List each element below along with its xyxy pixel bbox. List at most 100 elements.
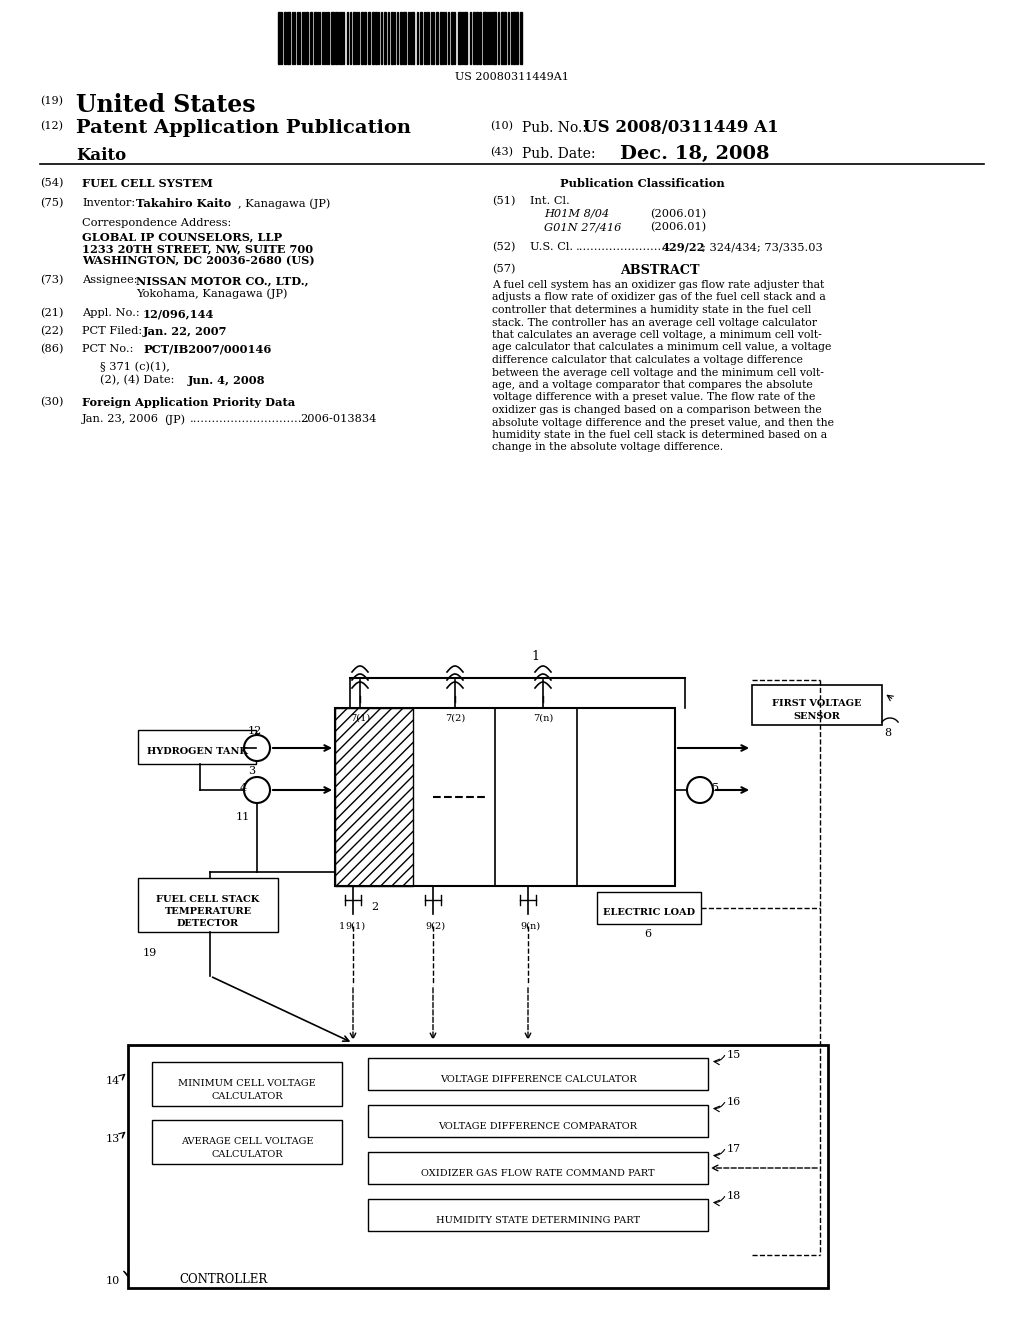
Text: CALCULATOR: CALCULATOR xyxy=(211,1092,283,1101)
Text: G01N 27/416: G01N 27/416 xyxy=(544,222,622,232)
Text: ................................: ................................ xyxy=(190,414,310,424)
Text: § 371 (c)(1),: § 371 (c)(1), xyxy=(100,362,170,372)
Text: , Kanagawa (JP): , Kanagawa (JP) xyxy=(238,198,331,209)
Text: DETECTOR: DETECTOR xyxy=(177,919,239,928)
Text: .........................: ......................... xyxy=(575,242,670,252)
Text: 13: 13 xyxy=(105,1134,120,1144)
Text: (51): (51) xyxy=(492,195,515,206)
Bar xyxy=(384,12,386,63)
Text: VOLTAGE DIFFERENCE COMPARATOR: VOLTAGE DIFFERENCE COMPARATOR xyxy=(438,1122,638,1131)
Text: Pub. No.:: Pub. No.: xyxy=(522,121,587,135)
Text: (21): (21) xyxy=(40,308,63,318)
Bar xyxy=(375,12,377,63)
Bar xyxy=(368,1105,708,1137)
Text: Correspondence Address:: Correspondence Address: xyxy=(82,218,231,228)
Text: GLOBAL IP COUNSELORS, LLP: GLOBAL IP COUNSELORS, LLP xyxy=(82,231,283,242)
Text: Foreign Application Priority Data: Foreign Application Priority Data xyxy=(82,397,295,408)
Text: CALCULATOR: CALCULATOR xyxy=(211,1150,283,1159)
Text: H01M 8/04: H01M 8/04 xyxy=(544,209,609,219)
Text: 4: 4 xyxy=(240,783,247,793)
Text: (JP): (JP) xyxy=(164,414,185,425)
Text: Jun. 4, 2008: Jun. 4, 2008 xyxy=(188,375,265,385)
Text: (43): (43) xyxy=(490,147,513,157)
Bar xyxy=(287,12,290,63)
Text: controller that determines a humidity state in the fuel cell: controller that determines a humidity st… xyxy=(492,305,811,315)
Bar xyxy=(364,12,366,63)
Text: HYDROGEN TANK: HYDROGEN TANK xyxy=(146,747,248,756)
Text: Int. Cl.: Int. Cl. xyxy=(530,195,569,206)
Bar xyxy=(335,708,675,886)
Text: FUEL CELL SYSTEM: FUEL CELL SYSTEM xyxy=(82,178,213,189)
Bar xyxy=(152,1063,342,1106)
Bar xyxy=(138,878,278,932)
Bar xyxy=(128,1045,828,1288)
Text: 18: 18 xyxy=(727,1191,741,1201)
Text: HUMIDITY STATE DETERMINING PART: HUMIDITY STATE DETERMINING PART xyxy=(436,1216,640,1225)
Text: 5: 5 xyxy=(712,783,719,793)
Bar xyxy=(516,12,518,63)
Text: 19: 19 xyxy=(143,948,158,958)
Text: change in the absolute voltage difference.: change in the absolute voltage differenc… xyxy=(492,442,723,453)
Text: (30): (30) xyxy=(40,397,63,408)
Text: (73): (73) xyxy=(40,275,63,285)
Bar xyxy=(400,12,402,63)
Text: 7(2): 7(2) xyxy=(444,714,465,723)
Bar xyxy=(473,12,475,63)
Text: that calculates an average cell voltage, a minimum cell volt-: that calculates an average cell voltage,… xyxy=(492,330,821,341)
Text: 10: 10 xyxy=(105,1276,120,1286)
Text: SENSOR: SENSOR xyxy=(794,711,841,721)
Text: (2006.01): (2006.01) xyxy=(650,209,707,219)
Text: 9(n): 9(n) xyxy=(520,921,540,931)
Text: 16: 16 xyxy=(727,1097,741,1107)
Text: MINIMUM CELL VOLTAGE: MINIMUM CELL VOLTAGE xyxy=(178,1078,315,1088)
Text: 2: 2 xyxy=(371,902,378,912)
Bar xyxy=(310,12,312,63)
Text: 429/22: 429/22 xyxy=(662,242,706,253)
Bar xyxy=(152,1119,342,1164)
Bar xyxy=(440,12,442,63)
Text: 3: 3 xyxy=(248,766,255,776)
Bar xyxy=(483,12,486,63)
Text: Appl. No.:: Appl. No.: xyxy=(82,308,139,318)
Bar xyxy=(372,12,374,63)
Text: absolute voltage difference and the preset value, and then the: absolute voltage difference and the pres… xyxy=(492,417,834,428)
Text: Patent Application Publication: Patent Application Publication xyxy=(76,119,411,137)
Text: US 2008/0311449 A1: US 2008/0311449 A1 xyxy=(583,119,778,136)
Text: 14: 14 xyxy=(105,1076,120,1086)
Text: 12/096,144: 12/096,144 xyxy=(143,308,214,319)
Bar xyxy=(278,12,280,63)
Text: Kaito: Kaito xyxy=(76,147,126,164)
Bar xyxy=(368,1059,708,1090)
Text: voltage difference with a preset value. The flow rate of the: voltage difference with a preset value. … xyxy=(492,392,815,403)
Bar xyxy=(403,12,406,63)
Text: 8: 8 xyxy=(884,729,891,738)
Text: between the average cell voltage and the minimum cell volt-: between the average cell voltage and the… xyxy=(492,367,824,378)
Text: 1: 1 xyxy=(531,649,539,663)
Bar xyxy=(479,12,481,63)
Text: (2006.01): (2006.01) xyxy=(650,222,707,232)
Text: A fuel cell system has an oxidizer gas flow rate adjuster that: A fuel cell system has an oxidizer gas f… xyxy=(492,280,824,290)
Text: (12): (12) xyxy=(40,121,63,131)
Bar xyxy=(335,12,337,63)
Text: VOLTAGE DIFFERENCE CALCULATOR: VOLTAGE DIFFERENCE CALCULATOR xyxy=(439,1074,636,1084)
Text: U.S. Cl.: U.S. Cl. xyxy=(530,242,573,252)
Text: 7(1): 7(1) xyxy=(350,714,370,723)
Text: Pub. Date:: Pub. Date: xyxy=(522,147,596,161)
Bar xyxy=(353,12,355,63)
Bar xyxy=(391,12,393,63)
Text: Takahiro Kaito: Takahiro Kaito xyxy=(136,198,231,209)
Text: CONTROLLER: CONTROLLER xyxy=(179,1272,267,1286)
Text: PCT/IB2007/000146: PCT/IB2007/000146 xyxy=(143,345,271,355)
Text: FIRST VOLTAGE: FIRST VOLTAGE xyxy=(772,700,862,708)
Bar xyxy=(476,12,478,63)
Text: 1: 1 xyxy=(339,921,345,931)
Text: 1233 20TH STREET, NW, SUITE 700: 1233 20TH STREET, NW, SUITE 700 xyxy=(82,243,313,253)
Text: adjusts a flow rate of oxidizer gas of the fuel cell stack and a: adjusts a flow rate of oxidizer gas of t… xyxy=(492,293,825,302)
Text: difference calculator that calculates a voltage difference: difference calculator that calculates a … xyxy=(492,355,803,366)
Bar xyxy=(458,12,461,63)
Bar xyxy=(464,12,467,63)
Bar xyxy=(331,12,334,63)
Text: 11: 11 xyxy=(236,812,250,822)
Text: US 20080311449A1: US 20080311449A1 xyxy=(455,73,569,82)
Bar xyxy=(520,12,522,63)
